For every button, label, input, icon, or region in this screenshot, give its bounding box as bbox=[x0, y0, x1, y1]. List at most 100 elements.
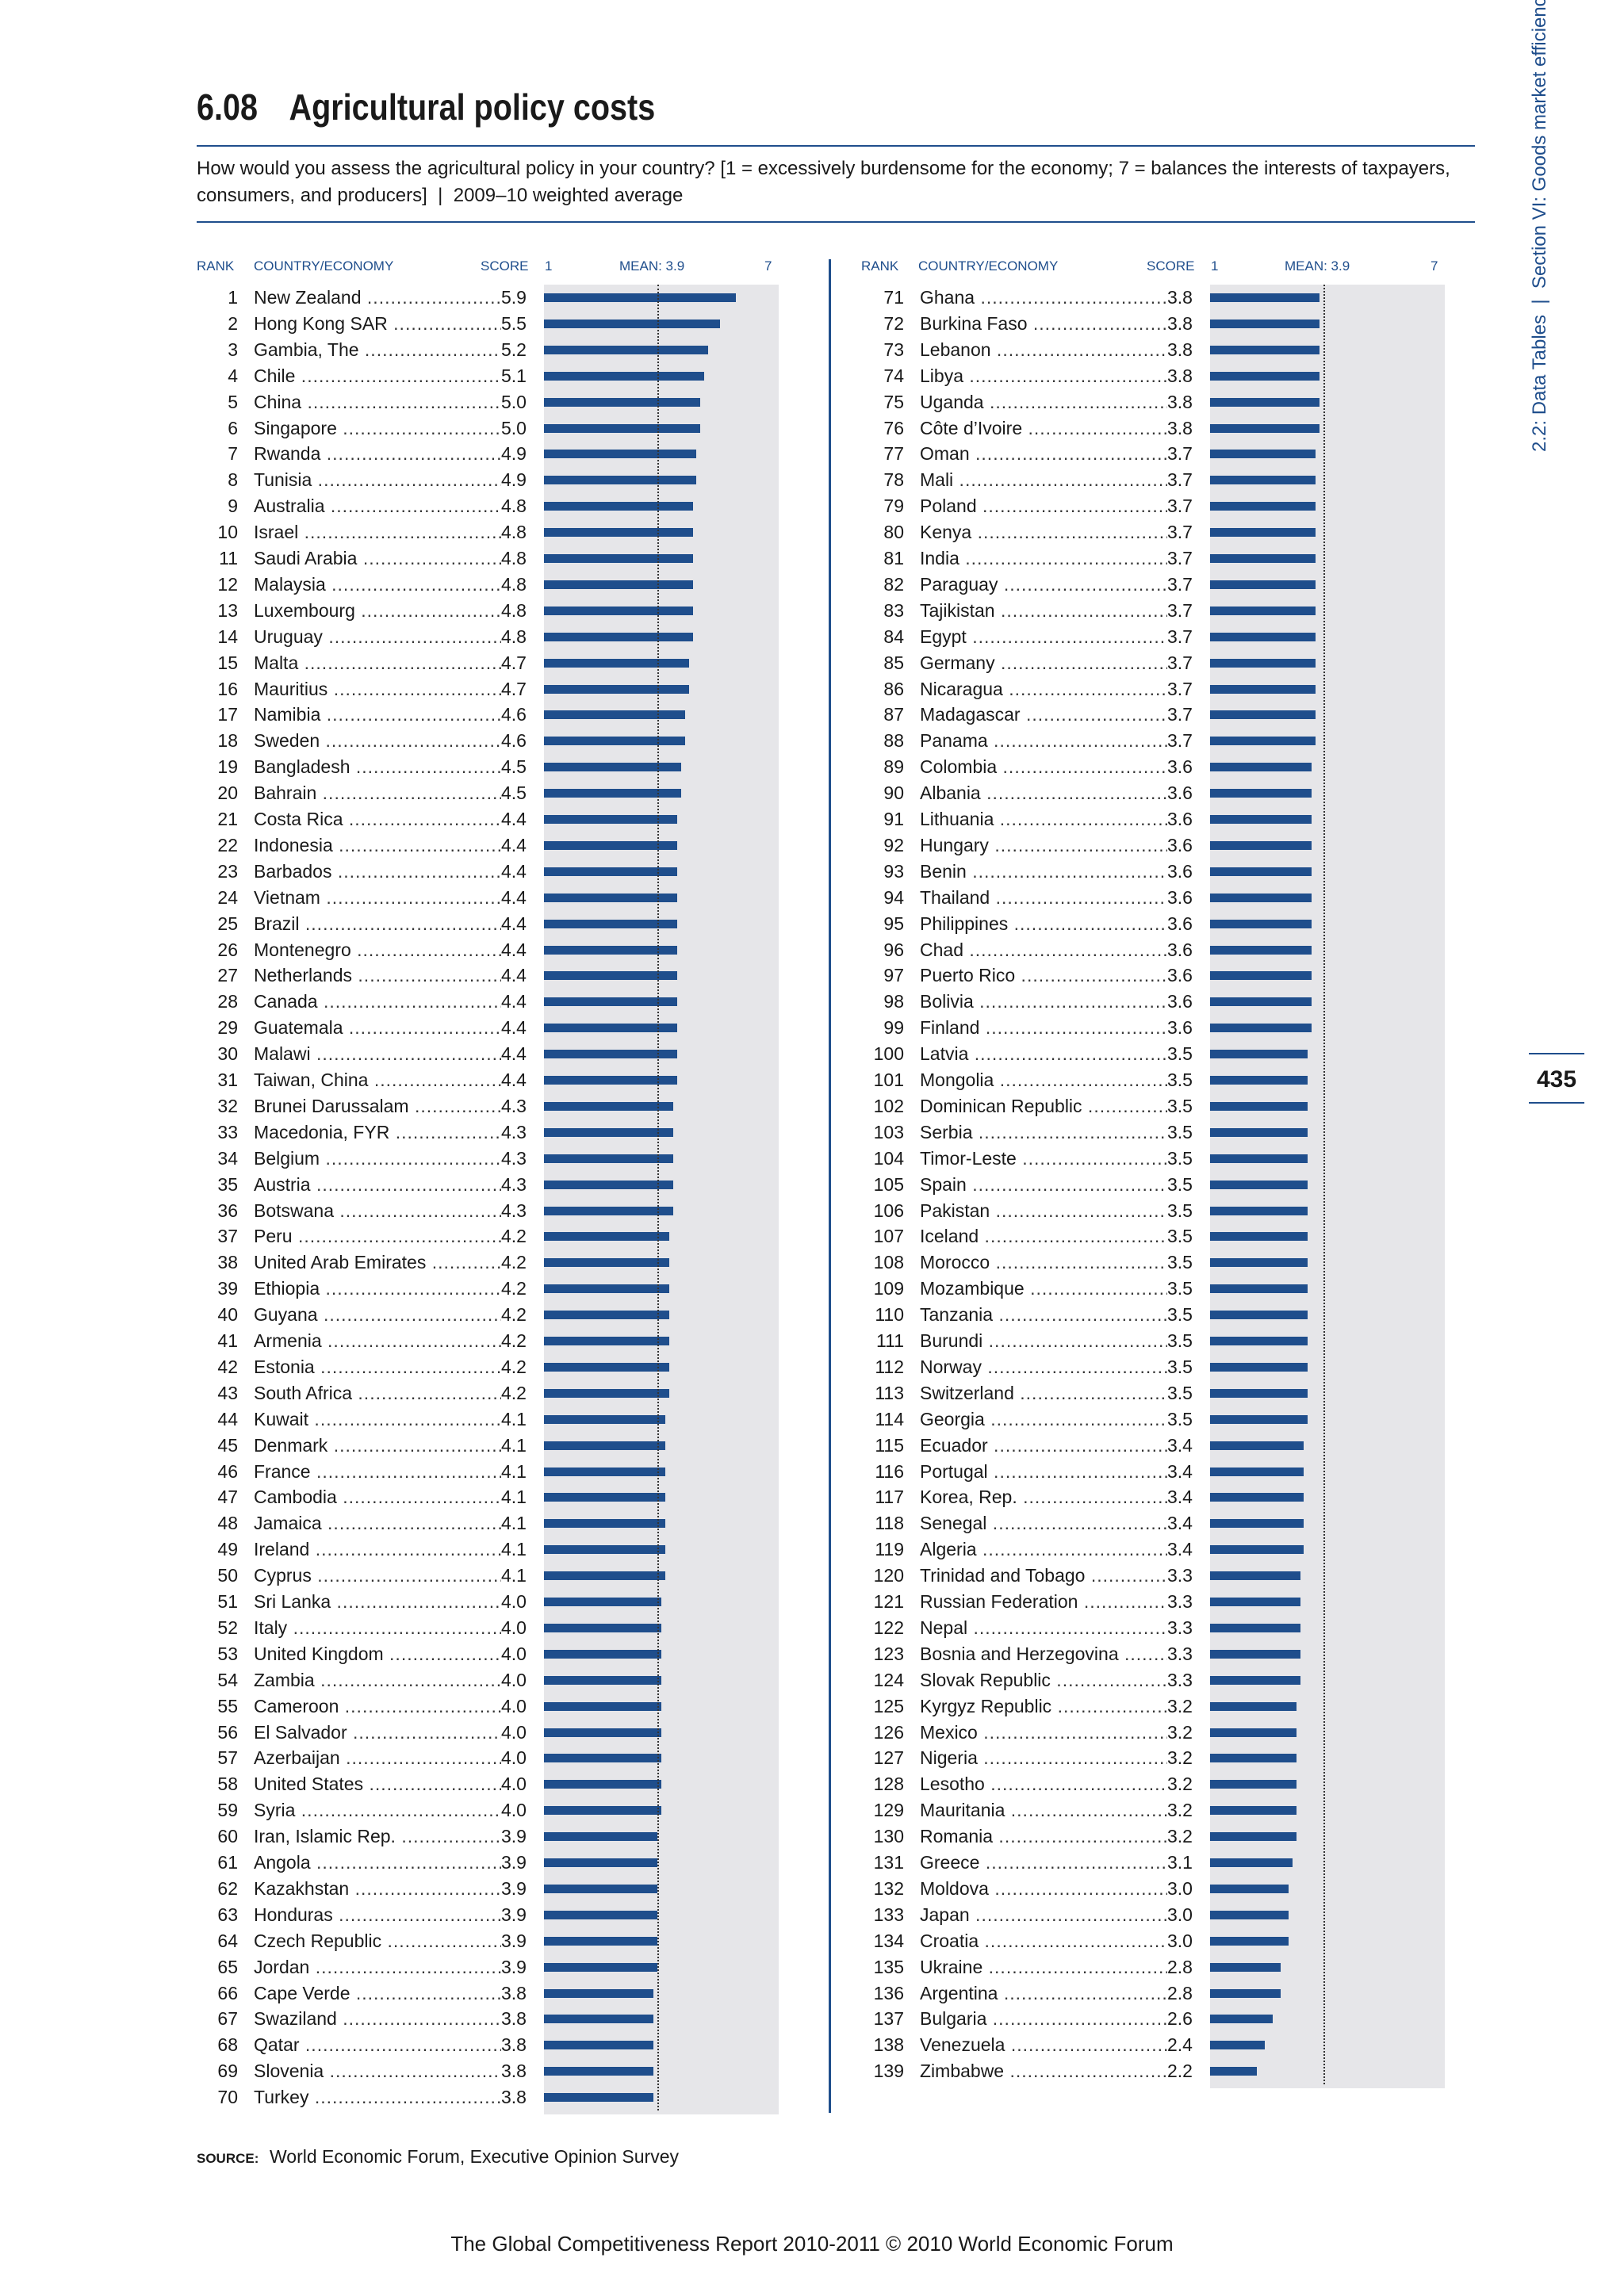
row-country: Cambodia ...............................… bbox=[254, 1484, 501, 1510]
country-name: Costa Rica bbox=[254, 809, 343, 829]
leader-dots: ........................................… bbox=[972, 860, 1167, 882]
score-bar bbox=[544, 1493, 665, 1502]
country-name: Burkina Faso bbox=[920, 312, 1028, 334]
score-bar bbox=[1210, 1728, 1297, 1737]
score-bar bbox=[544, 345, 709, 354]
score-bar bbox=[1210, 2041, 1266, 2050]
row-rank: 116 bbox=[875, 1460, 904, 1482]
score-bar bbox=[544, 1127, 673, 1137]
score-bar bbox=[544, 684, 689, 694]
leader-dots: ........................................… bbox=[337, 860, 501, 882]
score-bar bbox=[544, 2015, 654, 2024]
row-rank: 108 bbox=[873, 1252, 904, 1273]
country-name: France bbox=[254, 1460, 311, 1482]
row-rank: 3 bbox=[228, 339, 238, 360]
row-rank: 126 bbox=[873, 1721, 904, 1743]
score-bar bbox=[1210, 1127, 1308, 1137]
row-rank: 86 bbox=[883, 678, 904, 699]
score-bar bbox=[544, 528, 693, 538]
row-score: 3.4 bbox=[1167, 1539, 1193, 1560]
row-country: Switzerland ............................… bbox=[920, 1380, 1167, 1406]
leader-dots: ........................................… bbox=[333, 678, 501, 699]
survey-question: How would you assess the agricultural po… bbox=[197, 155, 1481, 209]
leader-dots: ........................................… bbox=[369, 1774, 501, 1795]
row-score: 5.9 bbox=[501, 287, 527, 308]
row-score: 4.4 bbox=[501, 965, 527, 986]
leader-dots: ........................................… bbox=[995, 886, 1167, 908]
leader-dots: ........................................… bbox=[974, 1043, 1167, 1065]
country-name: Turkey bbox=[254, 2087, 309, 2108]
row-score: 3.1 bbox=[1167, 1852, 1193, 1873]
row-country: Cape Verde .............................… bbox=[254, 1980, 501, 2007]
row-rank: 123 bbox=[873, 1643, 904, 1664]
leader-dots: ........................................… bbox=[315, 1956, 501, 1977]
country-name: Denmark bbox=[254, 1434, 328, 1456]
row-score: 3.3 bbox=[1167, 1643, 1193, 1664]
score-bar bbox=[544, 1754, 661, 1763]
country-name: Barbados bbox=[254, 860, 332, 882]
leader-dots: ........................................… bbox=[994, 730, 1167, 752]
row-rank: 56 bbox=[217, 1721, 238, 1743]
country-name: Brunei Darussalam bbox=[254, 1095, 409, 1116]
row-rank: 98 bbox=[883, 991, 904, 1012]
leader-dots: ........................................… bbox=[358, 1382, 501, 1403]
score-bar bbox=[544, 1988, 654, 1998]
row-rank: 62 bbox=[217, 1877, 238, 1899]
score-bar bbox=[1210, 1101, 1308, 1111]
row-rank: 94 bbox=[883, 886, 904, 908]
country-name: Zambia bbox=[254, 1669, 315, 1690]
country-name: Singapore bbox=[254, 417, 337, 438]
leader-dots: ........................................… bbox=[985, 1017, 1167, 1039]
score-bar bbox=[544, 1206, 673, 1215]
row-rank: 129 bbox=[873, 1800, 904, 1821]
country-name: Cambodia bbox=[254, 1487, 337, 1508]
country-name: Korea, Rep. bbox=[920, 1487, 1017, 1508]
column-separator bbox=[829, 259, 831, 2113]
row-score: 3.8 bbox=[1167, 391, 1193, 412]
leader-dots: ........................................… bbox=[297, 1226, 501, 1247]
leader-dots: ........................................… bbox=[320, 1356, 501, 1377]
row-rank: 20 bbox=[217, 783, 238, 804]
score-bar bbox=[1210, 737, 1316, 746]
row-country: Finland ................................… bbox=[920, 1015, 1167, 1041]
leader-dots: ........................................… bbox=[301, 365, 501, 386]
score-bar bbox=[1210, 371, 1320, 381]
country-name: Vietnam bbox=[254, 886, 320, 908]
country-name: Norway bbox=[920, 1356, 982, 1377]
score-bar bbox=[1210, 1623, 1300, 1632]
row-score: 4.0 bbox=[501, 1643, 527, 1664]
country-name: Estonia bbox=[254, 1356, 315, 1377]
row-rank: 6 bbox=[228, 417, 238, 438]
country-name: Austria bbox=[254, 1173, 311, 1195]
row-rank: 70 bbox=[217, 2087, 238, 2108]
row-rank: 61 bbox=[217, 1852, 238, 1873]
score-bar bbox=[1210, 528, 1316, 538]
score-bar bbox=[1210, 476, 1316, 485]
leader-dots: ........................................… bbox=[317, 469, 501, 491]
row-country: Slovak Republic ........................… bbox=[920, 1667, 1167, 1693]
row-rank: 32 bbox=[217, 1095, 238, 1116]
score-bar bbox=[544, 2093, 654, 2103]
row-country: Zambia .................................… bbox=[254, 1667, 501, 1693]
row-score: 4.4 bbox=[501, 913, 527, 934]
row-rank: 49 bbox=[217, 1539, 238, 1560]
leader-dots: ........................................… bbox=[333, 1434, 501, 1456]
side-section-label: 2.2: Data Tables | Section VI: Goods mar… bbox=[1529, 0, 1551, 452]
row-rank: 38 bbox=[217, 1252, 238, 1273]
row-country: Estonia ................................… bbox=[254, 1354, 501, 1380]
row-rank: 106 bbox=[873, 1200, 904, 1221]
row-rank: 52 bbox=[217, 1617, 238, 1638]
period-text: 2009–10 weighted average bbox=[453, 185, 684, 206]
row-country: Armenia ................................… bbox=[254, 1328, 501, 1354]
row-country: Dominican Republic .....................… bbox=[920, 1093, 1167, 1119]
country-name: Mali bbox=[920, 469, 954, 491]
row-rank: 85 bbox=[883, 652, 904, 673]
row-country: Costa Rica .............................… bbox=[254, 806, 501, 832]
score-bar bbox=[1210, 710, 1316, 720]
row-score: 3.5 bbox=[1167, 1252, 1193, 1273]
country-name: Sweden bbox=[254, 730, 320, 752]
row-country: Timor-Leste ............................… bbox=[920, 1146, 1167, 1172]
row-score: 3.5 bbox=[1167, 1200, 1193, 1221]
row-rank: 69 bbox=[217, 2061, 238, 2082]
leader-dots: ........................................… bbox=[990, 1774, 1167, 1795]
